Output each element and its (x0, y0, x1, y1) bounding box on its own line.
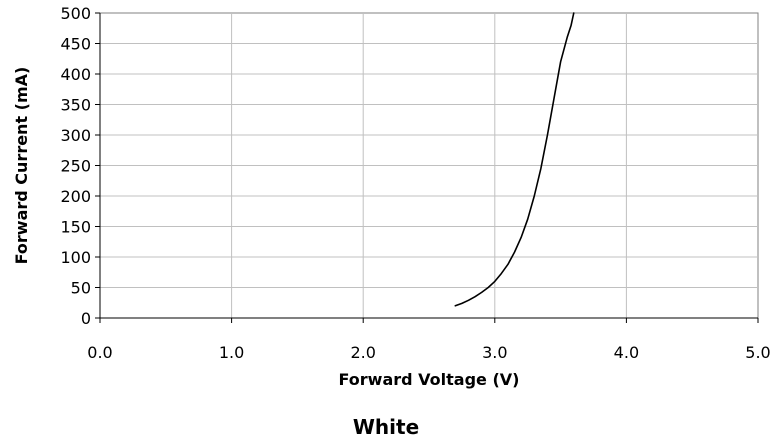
y-tick-label: 0 (81, 309, 91, 328)
x-tick-label: 5.0 (745, 343, 770, 362)
grid-lines (100, 13, 758, 318)
x-tick-label: 0.0 (87, 343, 112, 362)
x-tick-label: 1.0 (219, 343, 244, 362)
x-tick-label: 3.0 (482, 343, 507, 362)
y-tick-label: 350 (60, 96, 91, 115)
series-layer (454, 12, 575, 307)
chart-title: White (353, 415, 419, 439)
y-tick-label: 200 (60, 187, 91, 206)
y-tick-label: 400 (60, 65, 91, 84)
y-tick-label: 300 (60, 126, 91, 145)
series-line-1 (454, 12, 575, 307)
y-tick-label: 50 (71, 279, 91, 298)
axes (95, 12, 759, 323)
y-axis-title: Forward Current (mA) (12, 67, 31, 265)
y-tick-label: 250 (60, 157, 91, 176)
y-tick-label: 150 (60, 218, 91, 237)
x-tick-label: 4.0 (614, 343, 639, 362)
tick-labels: 0.0 1.0 2.0 3.0 4.0 5.0 0 50 100 150 200 250 300 350 4… (60, 4, 770, 362)
y-tick-label: 100 (60, 248, 91, 267)
x-tick-label: 2.0 (350, 343, 375, 362)
y-tick-label: 500 (60, 4, 91, 23)
x-axis-title: Forward Voltage (V) (339, 370, 520, 389)
y-tick-label: 450 (60, 35, 91, 54)
